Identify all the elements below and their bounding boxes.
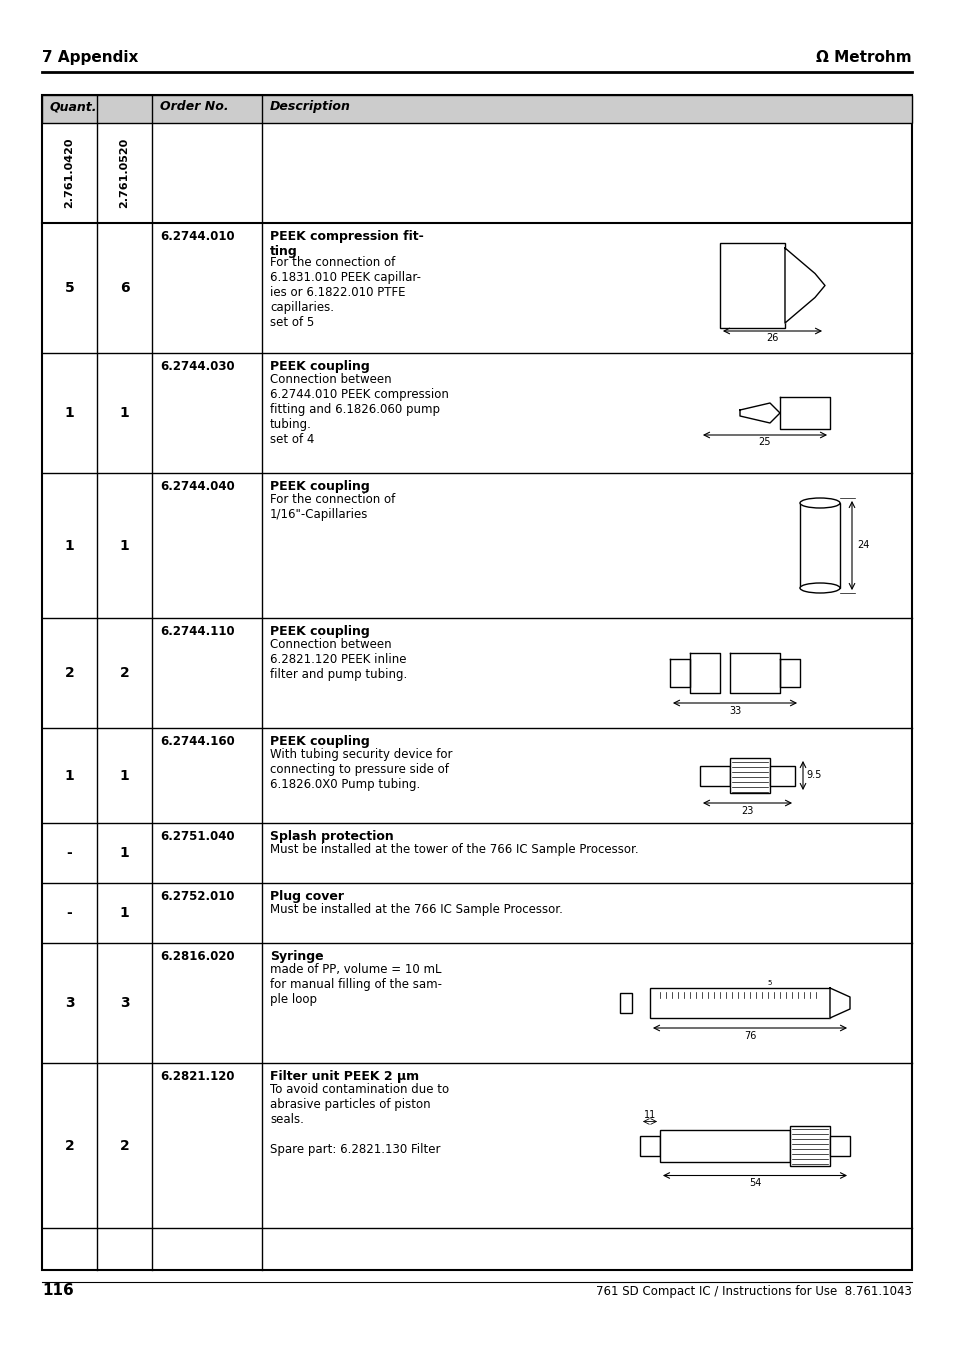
- Text: 11: 11: [643, 1109, 656, 1120]
- Bar: [729, 758, 769, 793]
- Text: 6.2744.110: 6.2744.110: [160, 626, 234, 638]
- Text: 2: 2: [65, 1139, 74, 1152]
- Text: 3: 3: [119, 996, 130, 1011]
- Text: 1: 1: [119, 907, 130, 920]
- Bar: [720, 243, 784, 328]
- Polygon shape: [780, 659, 800, 688]
- Text: Connection between
6.2744.010 PEEK compression
fitting and 6.1826.060 pump
tubin: Connection between 6.2744.010 PEEK compr…: [270, 373, 449, 446]
- Bar: [619, 993, 631, 1013]
- Text: 2: 2: [119, 1139, 130, 1152]
- Bar: [639, 1135, 659, 1155]
- Bar: [829, 1135, 849, 1155]
- Text: Syringe: Syringe: [270, 950, 323, 963]
- Text: With tubing security device for
connecting to pressure side of
6.1826.0X0 Pump t: With tubing security device for connecti…: [270, 748, 452, 790]
- Text: 6.2821.120: 6.2821.120: [160, 1070, 234, 1084]
- Bar: [659, 1129, 789, 1162]
- Text: 9.5: 9.5: [805, 770, 821, 781]
- Text: PEEK coupling: PEEK coupling: [270, 359, 370, 373]
- Polygon shape: [689, 653, 720, 693]
- Text: PEEK coupling: PEEK coupling: [270, 480, 370, 493]
- Bar: [649, 988, 829, 1019]
- Polygon shape: [829, 988, 849, 1019]
- Bar: [42, 95, 911, 123]
- Polygon shape: [784, 249, 824, 323]
- Text: Connection between
6.2821.120 PEEK inline
filter and pump tubing.: Connection between 6.2821.120 PEEK inlin…: [270, 638, 407, 681]
- Text: Must be installed at the tower of the 766 IC Sample Processor.: Must be installed at the tower of the 76…: [270, 843, 638, 857]
- Text: PEEK compression fit-
ting: PEEK compression fit- ting: [270, 230, 423, 258]
- Text: 761 SD Compact IC / Instructions for Use  8.761.1043: 761 SD Compact IC / Instructions for Use…: [596, 1285, 911, 1298]
- Bar: [800, 503, 840, 588]
- Polygon shape: [780, 397, 829, 430]
- Text: 1: 1: [119, 539, 130, 553]
- Text: Filter unit PEEK 2 μm: Filter unit PEEK 2 μm: [270, 1070, 418, 1084]
- Text: 54: 54: [748, 1178, 760, 1189]
- Text: 1: 1: [119, 407, 130, 420]
- Text: 23: 23: [740, 807, 753, 816]
- Polygon shape: [669, 659, 689, 688]
- Text: 1: 1: [119, 769, 130, 782]
- Text: 1: 1: [65, 769, 74, 782]
- Ellipse shape: [800, 499, 840, 508]
- Text: To avoid contamination due to
abrasive particles of piston
seals.

Spare part: 6: To avoid contamination due to abrasive p…: [270, 1084, 449, 1156]
- Text: 5: 5: [65, 281, 74, 295]
- Text: -: -: [67, 846, 72, 861]
- Text: 1: 1: [65, 407, 74, 420]
- Text: 6.2751.040: 6.2751.040: [160, 830, 234, 843]
- Ellipse shape: [800, 584, 840, 593]
- Text: 25: 25: [758, 436, 770, 447]
- Text: 6.2744.010: 6.2744.010: [160, 230, 234, 243]
- Polygon shape: [729, 653, 780, 693]
- Text: 116: 116: [42, 1283, 73, 1298]
- Text: 26: 26: [765, 332, 778, 343]
- Text: For the connection of
6.1831.010 PEEK capillar-
ies or 6.1822.010 PTFE
capillari: For the connection of 6.1831.010 PEEK ca…: [270, 255, 420, 330]
- Text: 2.761.0520: 2.761.0520: [119, 138, 130, 208]
- Text: 5: 5: [767, 979, 771, 986]
- Text: Quant.: Quant.: [50, 100, 97, 113]
- Text: 24: 24: [856, 540, 868, 550]
- Text: 33: 33: [728, 707, 740, 716]
- Text: 6.2744.040: 6.2744.040: [160, 480, 234, 493]
- Text: For the connection of
1/16"-Capillaries: For the connection of 1/16"-Capillaries: [270, 493, 395, 521]
- Text: Description: Description: [270, 100, 351, 113]
- Bar: [769, 766, 794, 785]
- Bar: [789, 1125, 829, 1166]
- Text: -: -: [67, 907, 72, 920]
- Text: 1: 1: [119, 846, 130, 861]
- Text: Order No.: Order No.: [160, 100, 229, 113]
- Text: PEEK coupling: PEEK coupling: [270, 735, 370, 748]
- Text: Ω Metrohm: Ω Metrohm: [816, 50, 911, 65]
- Text: PEEK coupling: PEEK coupling: [270, 626, 370, 638]
- Text: 2: 2: [119, 666, 130, 680]
- Text: 6.2744.030: 6.2744.030: [160, 359, 234, 373]
- Text: Splash protection: Splash protection: [270, 830, 394, 843]
- Text: 1: 1: [65, 539, 74, 553]
- Text: Plug cover: Plug cover: [270, 890, 344, 902]
- Polygon shape: [740, 403, 780, 423]
- Text: 6.2752.010: 6.2752.010: [160, 890, 234, 902]
- Text: made of PP, volume = 10 mL
for manual filling of the sam-
ple loop: made of PP, volume = 10 mL for manual fi…: [270, 963, 441, 1006]
- Bar: [700, 766, 729, 785]
- Bar: [42, 95, 911, 1270]
- Text: Must be installed at the 766 IC Sample Processor.: Must be installed at the 766 IC Sample P…: [270, 902, 562, 916]
- Text: 6.2744.160: 6.2744.160: [160, 735, 234, 748]
- Text: 2.761.0420: 2.761.0420: [65, 138, 74, 208]
- Text: 6: 6: [119, 281, 130, 295]
- Text: 76: 76: [743, 1031, 756, 1042]
- Text: 6.2816.020: 6.2816.020: [160, 950, 234, 963]
- Text: 3: 3: [65, 996, 74, 1011]
- Text: 7 Appendix: 7 Appendix: [42, 50, 138, 65]
- Text: 2: 2: [65, 666, 74, 680]
